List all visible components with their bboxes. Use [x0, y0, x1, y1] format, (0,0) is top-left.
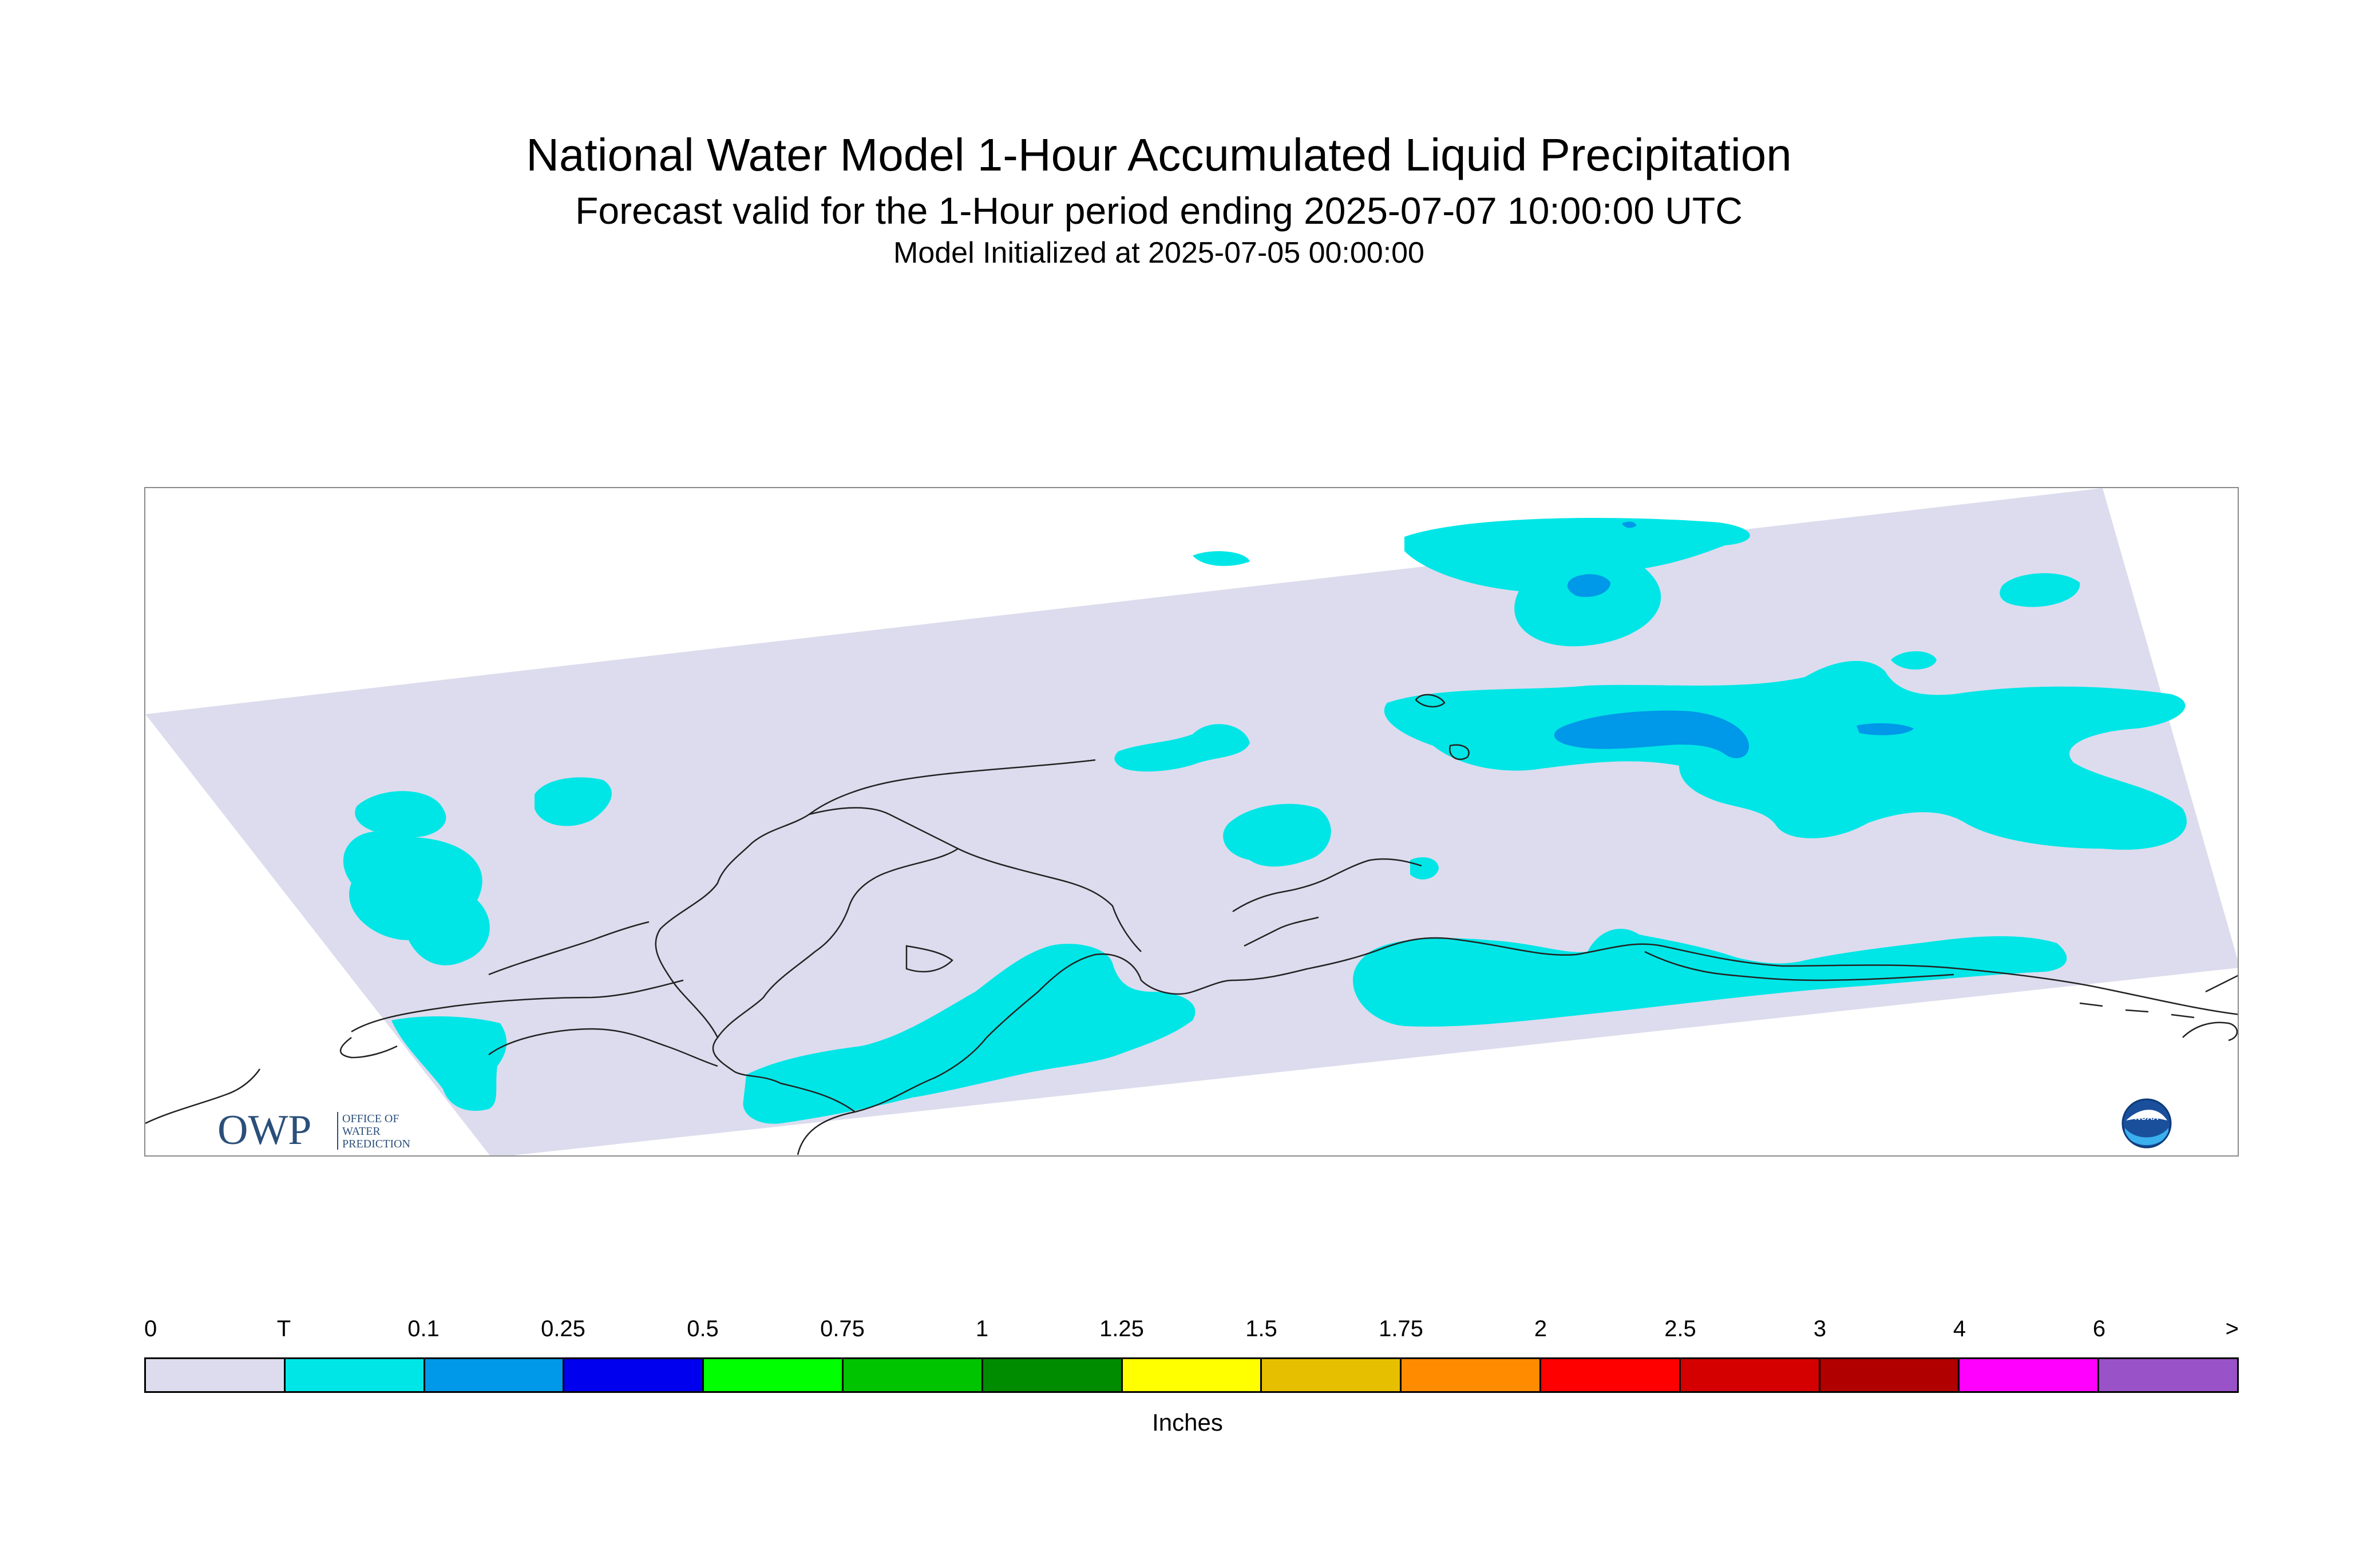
- legend-tick-label-1: T: [276, 1316, 291, 1341]
- legend-tick-label-9: 1.75: [1379, 1316, 1423, 1341]
- legend-tick-label-4: 0.5: [687, 1316, 719, 1341]
- coastline-sound: [905, 945, 953, 973]
- legend-swatch-5: [843, 1359, 983, 1391]
- precip-light-blue-areas: [1554, 521, 1914, 758]
- coastline-east-dash: [2079, 1002, 2195, 1019]
- precipitation-map: OWP OFFICE OF WATER PREDICTION NOAA: [144, 487, 2239, 1157]
- legend-swatch-14: [2099, 1359, 2237, 1391]
- legend-swatch-6: [983, 1359, 1123, 1391]
- legend-tick-label-12: 3: [1813, 1316, 1827, 1341]
- coastline-small-north-island: [1415, 694, 1446, 708]
- coastline-west-lagoon: [351, 979, 684, 1033]
- precip-core-central: [1554, 710, 1749, 758]
- legend-tick-label-5: 0.75: [820, 1316, 865, 1341]
- coastline-hudson: [2182, 1021, 2238, 1042]
- legend-units-label: Inches: [1152, 1409, 1223, 1436]
- coastline-islands-south: [1244, 916, 1319, 947]
- legend-tick-label-7: 1.25: [1099, 1316, 1144, 1341]
- owp-logo-text: OWP: [217, 1107, 311, 1154]
- coastline-river: [1644, 951, 1954, 981]
- coastline-northwest-island: [488, 921, 650, 976]
- coastline-north-bay: [809, 807, 1142, 952]
- legend-tick-label-6: 1: [975, 1316, 989, 1341]
- owp-logo-line1: OFFICE OF: [342, 1112, 399, 1125]
- coastline-west-island: [339, 1037, 398, 1059]
- precip-core-north: [1567, 574, 1610, 597]
- noaa-logo-text: NOAA: [2135, 1112, 2158, 1122]
- legend-swatch-10: [1541, 1359, 1681, 1391]
- precip-area-central-blob: [1223, 803, 1331, 867]
- legend-tick-label-10: 2: [1534, 1316, 1547, 1341]
- precip-area-peninsula: [743, 944, 1196, 1124]
- precip-area-east-small: [1891, 651, 1937, 670]
- legend-swatch-12: [1820, 1359, 1960, 1391]
- precip-core-north-dot: [1622, 521, 1636, 528]
- legend-swatch-9: [1402, 1359, 1541, 1391]
- precip-core-east: [1857, 723, 1914, 735]
- legend-swatch-7: [1122, 1359, 1262, 1391]
- coastline-north-arc: [655, 759, 1096, 1038]
- coastline-central-islands: [1232, 858, 1422, 913]
- legend-swatch-2: [425, 1359, 565, 1391]
- precip-area-central-band: [1384, 660, 2187, 850]
- legend-tick-label-8: 1.5: [1245, 1316, 1277, 1341]
- coastline-small-bay: [1448, 744, 1470, 761]
- legend-tick-label-0: 0: [144, 1316, 157, 1341]
- forecast-valid-subtitle: Forecast valid for the 1-Hour period end…: [575, 189, 1743, 232]
- legend-tick-labels: 0 T 0.1 0.25 0.5 0.75 1 1.25 1.5 1.75 2 2.5 3 4 6 >: [144, 1316, 2239, 1351]
- coastline-inland-west: [712, 848, 959, 1113]
- legend-swatch-0: [146, 1359, 286, 1391]
- precip-area-central-small: [1114, 724, 1250, 772]
- coastline-east-inlet: [2205, 975, 2238, 993]
- owp-logo-line2: WATER: [342, 1125, 381, 1138]
- precip-area-southwest: [391, 1016, 507, 1111]
- legend-tick-label-11: 2.5: [1664, 1316, 1696, 1341]
- precip-area-west-cluster: [343, 791, 490, 965]
- legend-swatch-8: [1262, 1359, 1402, 1391]
- precip-area-west-small: [535, 777, 612, 826]
- precip-area-northeast-small: [2000, 573, 2080, 607]
- precip-area-south-coast: [1353, 929, 2067, 1027]
- map-canvas: OWP OFFICE OF WATER PREDICTION NOAA: [145, 488, 2238, 1155]
- legend-swatch-3: [564, 1359, 704, 1391]
- legend-swatch-11: [1680, 1359, 1820, 1391]
- precip-area-island: [1410, 857, 1439, 880]
- legend-tick-label-2: 0.1: [407, 1316, 440, 1341]
- legend-swatch-4: [704, 1359, 844, 1391]
- legend-color-bar: [144, 1357, 2239, 1393]
- legend-tick-label-15: >: [2225, 1316, 2239, 1341]
- coastline-west-peninsula: [488, 1028, 718, 1067]
- coastline-far-west: [145, 1068, 261, 1124]
- noaa-logo: NOAA: [2121, 1098, 2172, 1149]
- legend-tick-label-14: 6: [2092, 1316, 2106, 1341]
- coastlines: [145, 694, 2238, 1155]
- legend-tick-label-3: 0.25: [541, 1316, 585, 1341]
- map-title: National Water Model 1-Hour Accumulated …: [526, 129, 1792, 180]
- model-init-subtitle: Model Initialized at 2025-07-05 00:00:00: [893, 236, 1424, 270]
- legend-swatch-1: [285, 1359, 425, 1391]
- precip-area-top-small: [1193, 551, 1250, 567]
- legend-swatch-13: [1960, 1359, 2100, 1391]
- owp-logo-line3: PREDICTION: [342, 1138, 410, 1150]
- owp-watermark: OWP OFFICE OF WATER PREDICTION: [217, 1107, 410, 1154]
- precip-trace-areas: [343, 518, 2187, 1124]
- legend-tick-label-13: 4: [1953, 1316, 1966, 1341]
- coastline-mainland: [797, 937, 2238, 1155]
